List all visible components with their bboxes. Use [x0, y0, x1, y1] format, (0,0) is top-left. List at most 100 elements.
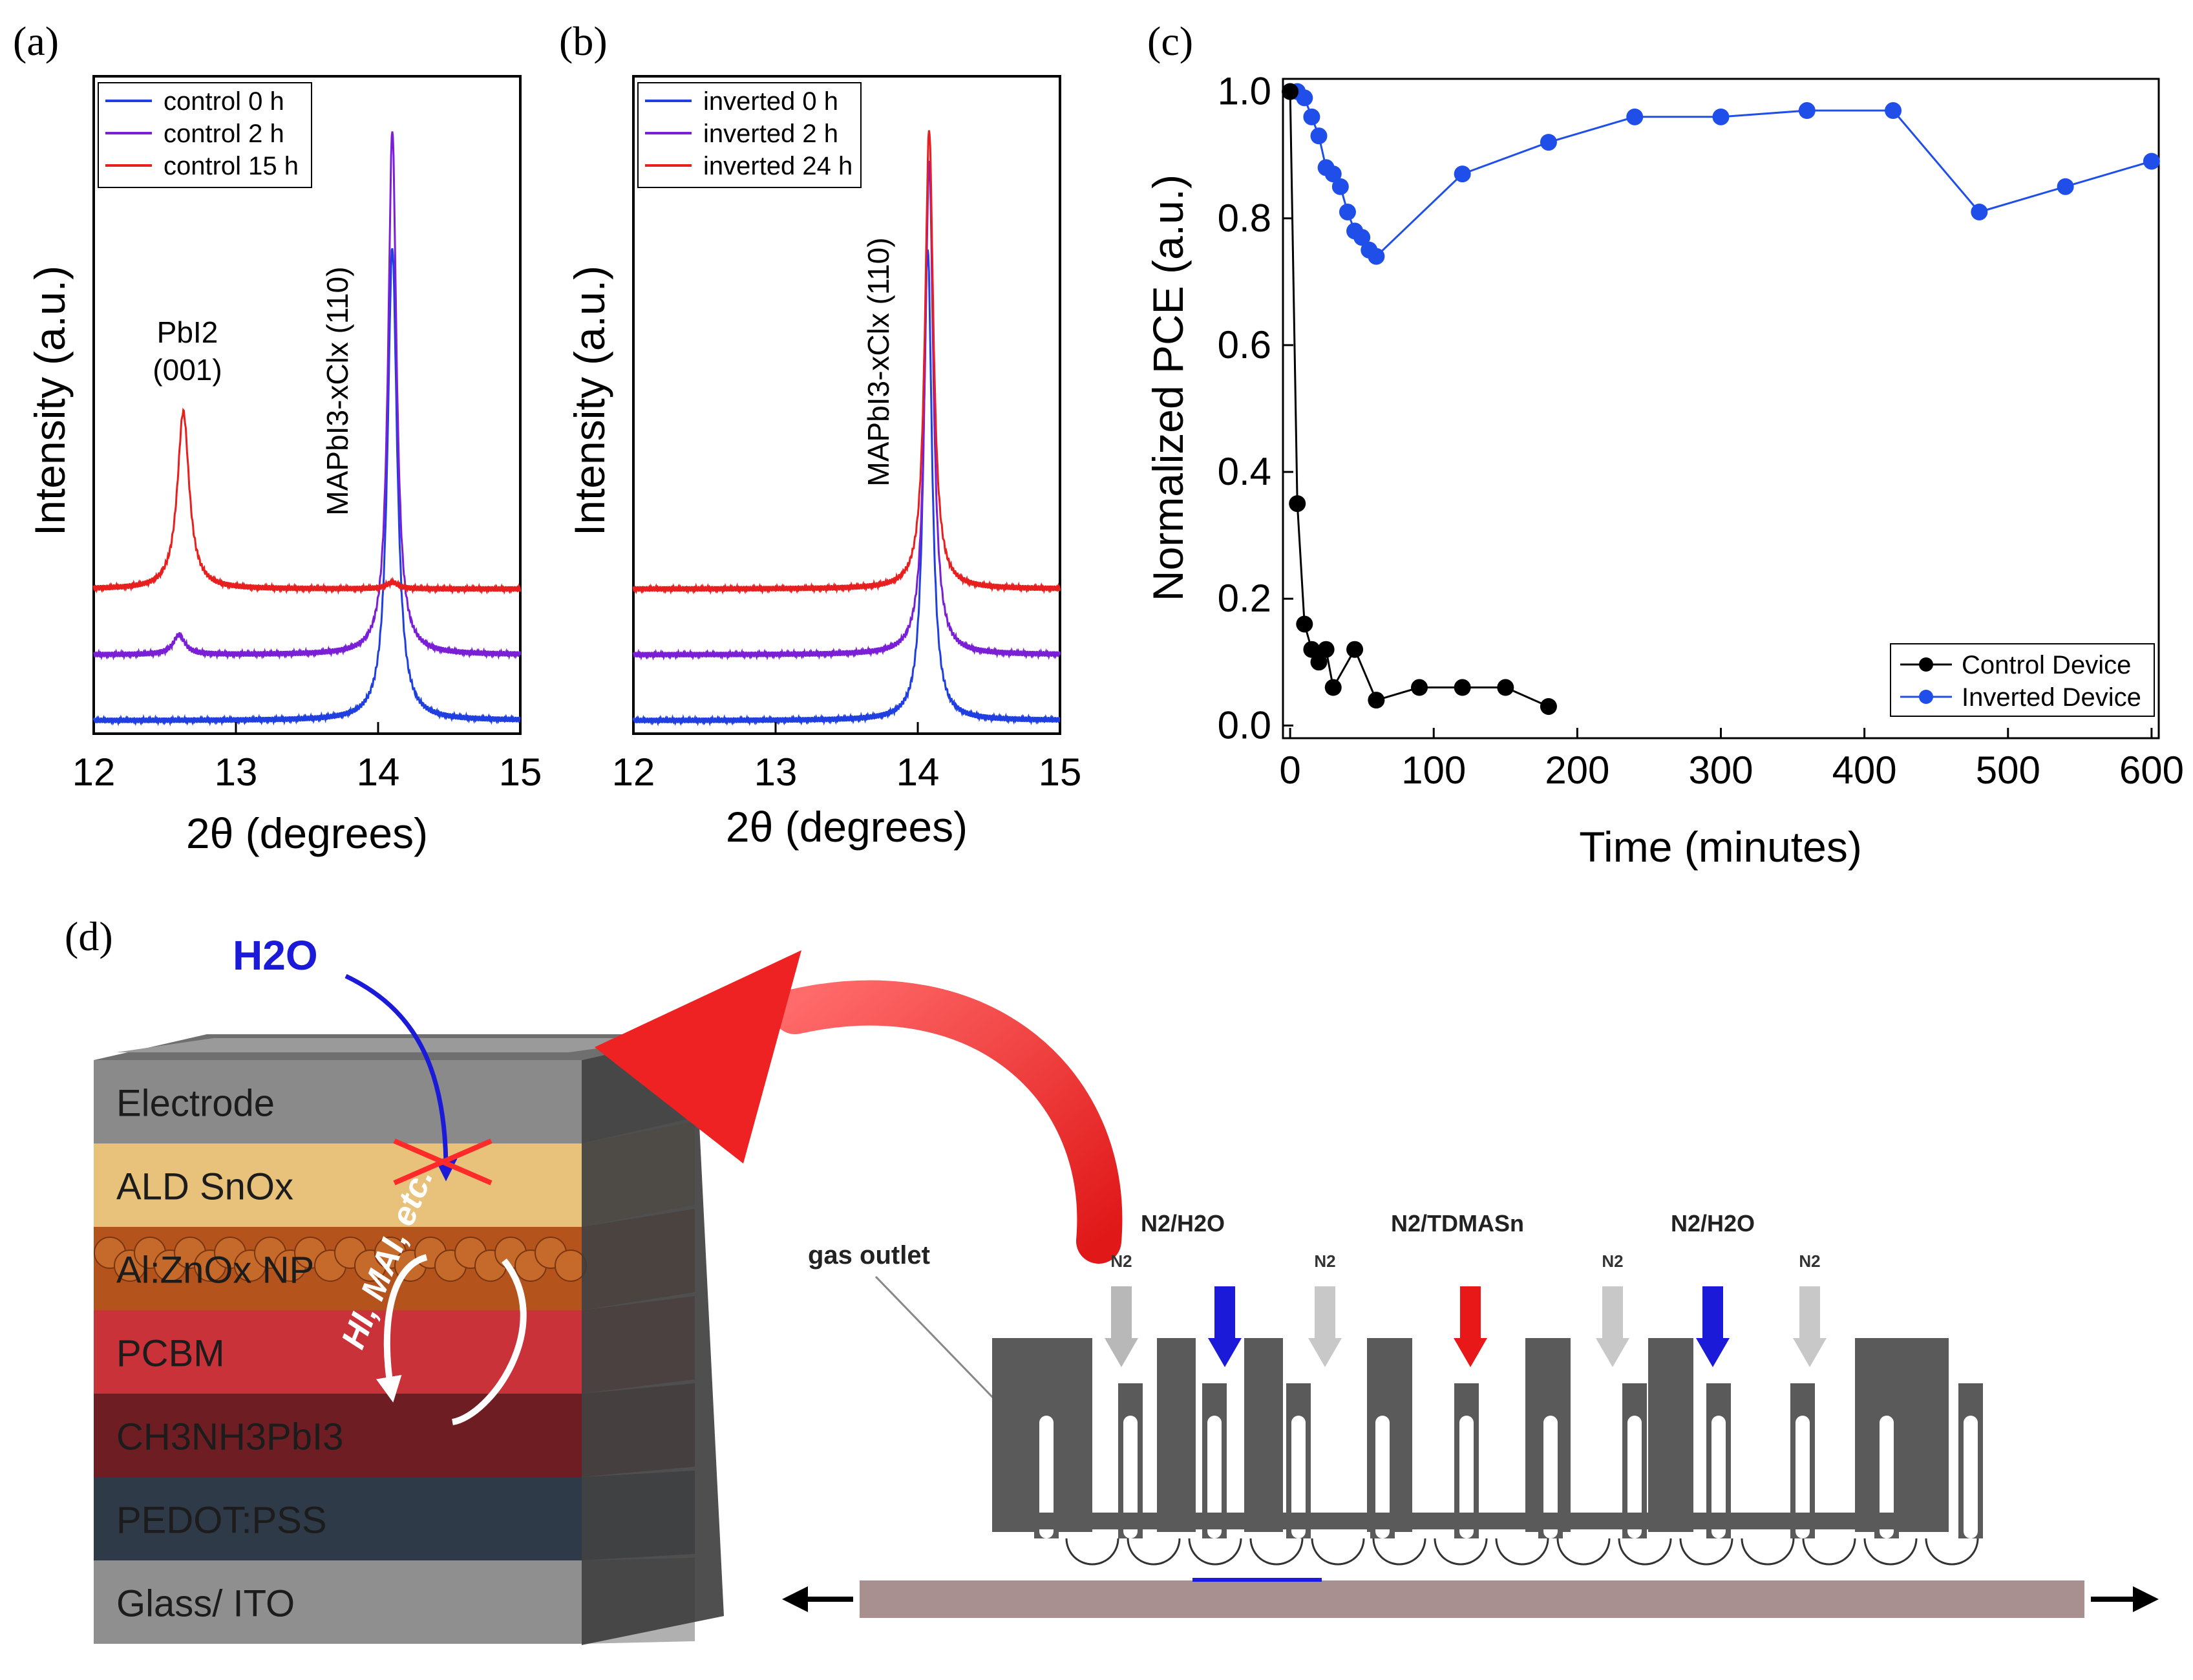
gas-flow-loop [1188, 1538, 1242, 1566]
chart-c-point-1 [1798, 102, 1816, 120]
stack-layer [94, 1560, 582, 1644]
gas-flow-loop [1311, 1538, 1365, 1566]
stack-layer-label: Glass/ ITO [116, 1583, 295, 1625]
gas-flow-loop [1249, 1538, 1304, 1566]
gas-flow-loop [1372, 1538, 1426, 1566]
chart-c-ytick-label: 0.6 [1218, 323, 1271, 367]
charta-legend-label: control 0 h [164, 87, 284, 116]
chart-b-legend: inverted 0 h inverted 2 h inverted 24 h [637, 82, 862, 188]
chart-a-annotation-pbi2: PbI2 [157, 315, 218, 349]
chart-c-point-0 [1289, 495, 1306, 513]
gas-flow-loop [1741, 1538, 1795, 1566]
charta-legend-label: control 15 h [164, 152, 299, 180]
reactor-slot [1711, 1416, 1726, 1538]
gas-inlet-arrow [1111, 1286, 1132, 1338]
reactor-block [1244, 1338, 1283, 1532]
chart-c-point-1 [1885, 102, 1902, 120]
chart-c-xtick-label: 300 [1688, 749, 1753, 792]
chart-a-frame [92, 75, 522, 735]
chart-a: 12 13 14 15 2θ (degrees) Intensity (a.u.) P… [26, 75, 542, 857]
stack-layer [94, 1060, 582, 1143]
gas-inlet-arrow-head [1596, 1338, 1629, 1367]
reactor-slot [1207, 1416, 1222, 1538]
chart-a-ylabel: Intensity (a.u.) [26, 266, 74, 536]
block-cross-2 [393, 1138, 493, 1186]
stack-layer-label: PEDOT:PSS [116, 1500, 327, 1542]
chart-c-xtick-label: 500 [1976, 749, 2040, 792]
chart-b: 12 13 14 15 2θ (degrees) Intensity (a.u.) M… [566, 75, 1081, 851]
chart-c-point-1 [1339, 203, 1356, 220]
charta-series-0 [92, 248, 521, 727]
stack-layer-label: ALD SnOx [116, 1166, 293, 1208]
gas-label-n2: N2 [1110, 1251, 1132, 1271]
chartb-xtick-label: 12 [612, 750, 655, 794]
charta-xtick-label: 13 [215, 750, 258, 794]
chart-c-series-line-0 [1289, 91, 1549, 708]
chart-c-frame [1282, 78, 2160, 739]
chart-c-legend-box [1890, 643, 2155, 717]
chart-c-legend-marker [1919, 657, 1933, 672]
nanoparticle [555, 1249, 587, 1282]
gas-inlet-arrow [1702, 1286, 1723, 1338]
reactor-slot [1291, 1416, 1306, 1538]
gas-inlet-arrow [1799, 1286, 1820, 1338]
stack-layer-label: Electrode [116, 1083, 275, 1125]
stack-layer [94, 1394, 582, 1477]
chart-c-ytick-label: 0.4 [1218, 450, 1271, 493]
chart-c-xtick-label: 400 [1832, 749, 1897, 792]
chart-c-point-0 [1497, 679, 1514, 696]
chart-c-point-0 [1540, 697, 1557, 715]
gas-inlet-arrow-head [1105, 1338, 1138, 1367]
chart-c-point-1 [1324, 165, 1342, 183]
h2o-arrow [344, 973, 458, 1182]
chart-b-xlabel: 2θ (degrees) [726, 803, 968, 851]
chart-c-point-1 [1310, 127, 1328, 145]
chart-c-point-1 [1971, 203, 1988, 220]
chartb-legend-label: inverted 2 h [703, 120, 838, 148]
chart-c-point-0 [1411, 679, 1428, 696]
charta-legend-label: control 2 h [164, 120, 284, 148]
gas-flow-loop [1556, 1538, 1611, 1566]
chart-c-point-1 [1368, 248, 1385, 265]
charta-xtick-label: 15 [499, 750, 542, 794]
chart-b-annotation-mapbi: MAPbI3-xClx (110) [862, 237, 895, 486]
chart-c-point-1 [1454, 165, 1471, 183]
chart-a-legend-box [98, 82, 312, 188]
chart-b-frame [632, 75, 1061, 735]
gas-inlet-arrow-head [1793, 1338, 1827, 1367]
chart-a-annotation-pbi2-index: (001) [153, 353, 222, 387]
reactor-slot [1459, 1416, 1474, 1538]
chart-c-point-0 [1368, 692, 1385, 709]
gas-flow-loop [1434, 1538, 1488, 1566]
gas-flow-loop [1802, 1538, 1856, 1566]
reactor-slot [1880, 1416, 1894, 1538]
chart-c-point-1 [2057, 178, 2074, 195]
chart-c-point-0 [1317, 641, 1335, 658]
gas-flow-loop [1495, 1538, 1549, 1566]
chartb-xtick-label: 13 [754, 750, 798, 794]
chart-c-legend-label: Inverted Device [1962, 683, 2141, 712]
chart-c-point-1 [1303, 108, 1320, 125]
stack-layer-label: Al:ZnOx NP [116, 1249, 314, 1292]
chart-c-ylabel: Normalized PCE (a.u.) [1144, 175, 1192, 601]
chartb-legend-label: inverted 24 h [703, 152, 853, 180]
gas-flow-loop [1925, 1538, 1979, 1566]
reactor-slot [1964, 1416, 1978, 1538]
panel-label-c: (c) [1147, 18, 1193, 64]
reactor-slot [1543, 1416, 1558, 1538]
chart-c-point-1 [1353, 229, 1371, 246]
chart-c-point-1 [1712, 108, 1730, 125]
reactor-slot [1796, 1416, 1810, 1538]
gas-label-n2: N2 [1314, 1251, 1335, 1271]
chart-c-xtick-label: 600 [2119, 749, 2184, 792]
gas-inlet-arrow-head [1308, 1338, 1342, 1367]
chartb-series-0 [632, 249, 1061, 727]
panel-label-b: (b) [559, 18, 608, 64]
chart-c-point-1 [1296, 89, 1313, 107]
chart-c: 0 100 200 300 400 500 600 0.0 0.2 0.4 0.6 0.8 1.0 Ti… [1144, 70, 2184, 871]
stack-layer-label: PCBM [116, 1333, 225, 1375]
chart-b-ylabel: Intensity (a.u.) [566, 266, 613, 536]
reactor-block [1855, 1338, 1949, 1532]
stack-layer-label: CH3NH3PbI3 [116, 1416, 343, 1458]
